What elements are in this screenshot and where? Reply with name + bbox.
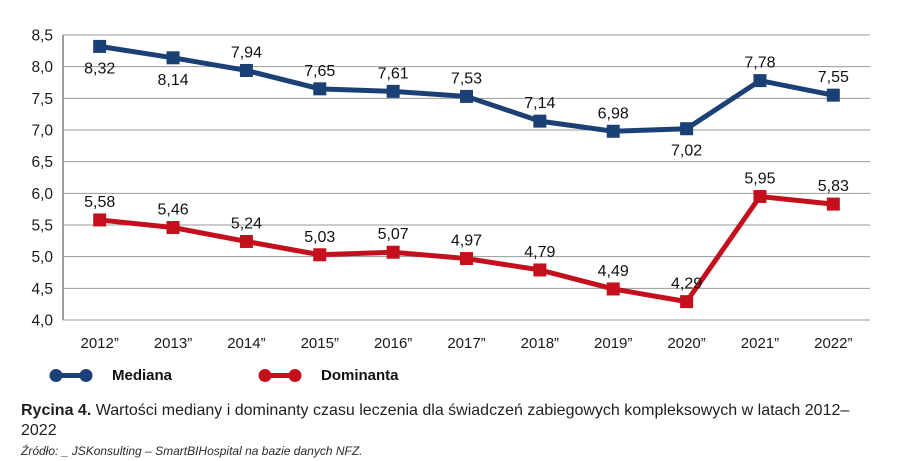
data-point-dominanta [460, 252, 473, 266]
data-point-mediana [753, 74, 767, 88]
figure-source: Źródło: _ JSKonsulting – SmartBIHospital… [21, 444, 363, 458]
x-tick-label: 2020” [667, 335, 705, 352]
data-point-mediana [386, 84, 400, 98]
legend-item-mediana: Mediana [48, 367, 172, 384]
y-tick-label: 4,5 [31, 281, 53, 298]
legend-item-dominanta: Dominanta [257, 367, 399, 384]
data-point-dominanta [606, 282, 620, 296]
data-point-mediana [93, 39, 107, 53]
x-tick-label: 2019” [594, 335, 632, 352]
data-point-mediana [533, 114, 547, 128]
data-label: 7,55 [818, 69, 849, 86]
x-tick-label: 2012” [80, 335, 118, 352]
data-label: 7,53 [451, 70, 482, 87]
data-label: 4,79 [524, 244, 555, 261]
x-tick-label: 2013” [154, 335, 192, 352]
data-point-dominanta [826, 197, 840, 211]
data-label: 7,14 [524, 95, 555, 112]
data-point-dominanta [753, 190, 767, 203]
y-tick-label: 7,0 [31, 123, 53, 140]
data-point-mediana [239, 63, 253, 77]
data-label: 7,65 [304, 63, 335, 80]
legend-label-mediana: Mediana [112, 366, 173, 384]
data-label: 4,49 [598, 263, 629, 280]
data-label: 4,97 [451, 233, 482, 250]
data-label: 5,58 [84, 194, 115, 211]
y-tick-label: 7,5 [31, 91, 53, 108]
data-point-mediana [606, 124, 620, 138]
data-label: 5,07 [378, 226, 409, 243]
y-tick-label: 8,0 [31, 59, 53, 76]
data-label: 4,29 [671, 276, 702, 293]
line-chart: 8,5 8,0 7,5 7,0 6,5 6,0 5,5 5,0 4,5 4,0 2012” 2013”… [31, 28, 870, 352]
x-tick-label: 2022” [814, 335, 852, 352]
data-point-mediana [826, 88, 840, 102]
x-tick-label: 2014” [227, 335, 265, 352]
figure-caption-number: Rycina 4. [21, 402, 92, 419]
chart-legend: Mediana Dominanta [0, 361, 900, 389]
data-label: 5,95 [744, 171, 775, 188]
data-label: 7,02 [671, 143, 702, 160]
data-label: 7,61 [378, 65, 409, 82]
y-tick-label: 5,0 [31, 249, 53, 266]
data-point-dominanta [313, 248, 327, 262]
data-label: 8,14 [157, 72, 188, 89]
data-label: 5,46 [157, 202, 188, 219]
data-point-mediana [460, 89, 473, 103]
data-label: 8,32 [84, 60, 115, 77]
y-tick-label: 6,0 [31, 186, 53, 203]
data-point-mediana [166, 51, 180, 65]
figure-caption-text: Wartości mediany i dominanty czasu lecze… [21, 402, 850, 439]
data-label: 7,94 [231, 44, 262, 61]
data-point-dominanta [239, 234, 253, 248]
mediana-line-marker-icon [49, 368, 93, 382]
x-tick-label: 2021” [741, 335, 779, 352]
y-tick-label: 4,0 [31, 313, 53, 330]
data-point-dominanta [680, 295, 694, 309]
data-label: 7,78 [744, 55, 775, 72]
y-tick-label: 5,5 [31, 218, 53, 235]
legend-label-dominanta: Dominanta [321, 366, 399, 384]
data-label: 5,24 [231, 215, 262, 232]
data-point-dominanta [93, 213, 107, 227]
data-point-mediana [313, 82, 327, 96]
series-line-mediana [99, 43, 834, 134]
x-tick-label: 2016” [374, 335, 412, 352]
data-label: 6,98 [598, 105, 629, 122]
y-tick-label: 6,5 [31, 154, 53, 171]
data-label: 5,03 [304, 229, 335, 246]
x-tick-label: 2015” [301, 335, 339, 352]
data-point-mediana [680, 122, 694, 136]
x-tick-label: 2018” [521, 335, 559, 352]
x-tick-label: 2017” [447, 335, 485, 352]
dominanta-line-marker-icon [258, 368, 302, 382]
data-point-dominanta [533, 263, 547, 277]
data-label: 5,83 [818, 178, 849, 195]
y-tick-label: 8,5 [31, 28, 53, 45]
data-point-dominanta [386, 245, 400, 259]
data-point-dominanta [166, 221, 180, 235]
figure-caption: Rycina 4. Wartości mediany i dominanty c… [21, 401, 880, 441]
